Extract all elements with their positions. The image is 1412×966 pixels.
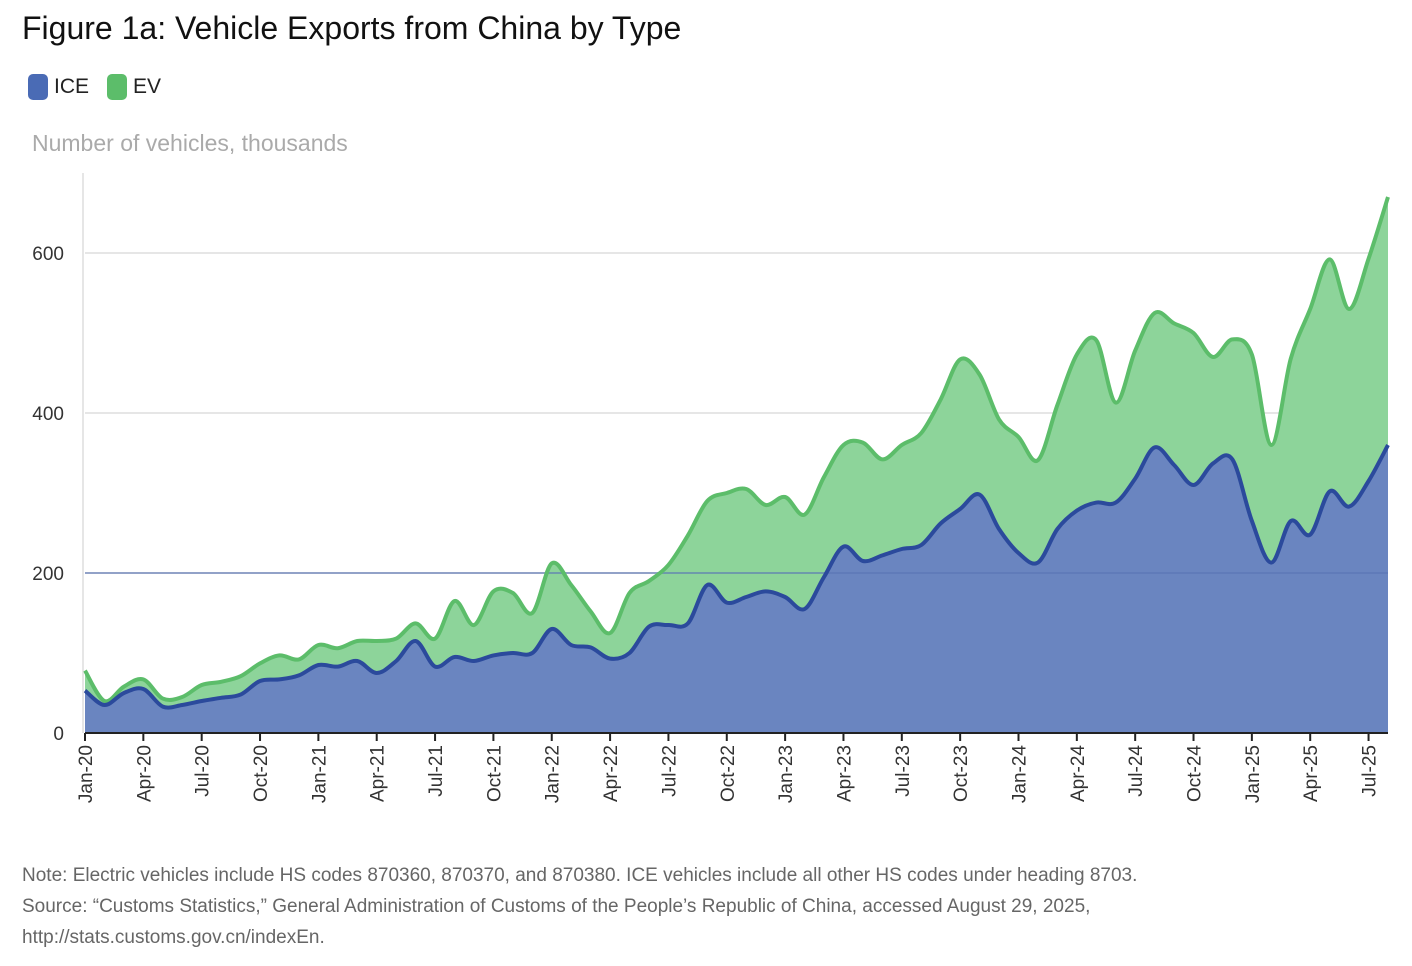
x-tick-label-Jan-24: Jan-24 [1009, 745, 1030, 804]
y-tick-label-400: 400 [32, 404, 64, 425]
legend-label-ice: ICE [54, 75, 90, 98]
ice-line [83, 444, 1390, 710]
ev-area [85, 197, 1388, 708]
legend-swatch-ev [107, 74, 128, 100]
x-tick-label-Apr-23: Apr-23 [834, 745, 855, 802]
x-tick-label-Jul-21: Jul-21 [426, 745, 447, 797]
x-tick-label-Jul-22: Jul-22 [659, 745, 680, 797]
ev-total-line [83, 196, 1390, 704]
legend-label-ev: EV [133, 75, 162, 98]
x-tick-label-Oct-20: Oct-20 [251, 745, 272, 802]
y-axis-unit-label: Number of vehicles, thousands [32, 130, 348, 156]
legend: ICE EV [28, 74, 179, 100]
y-tick-label-200: 200 [32, 564, 64, 585]
footer-source: Source: “Customs Statistics,” General Ad… [22, 896, 1091, 917]
x-tick-label-Jul-23: Jul-23 [893, 745, 914, 797]
footer-note: Note: Electric vehicles include HS codes… [22, 865, 1138, 886]
legend-item-ice: ICE [28, 74, 89, 100]
x-tick-label-Oct-23: Oct-23 [951, 745, 972, 802]
x-tick-label-Apr-22: Apr-22 [601, 745, 622, 802]
x-tick-label-Jan-23: Jan-23 [776, 745, 797, 803]
x-tick-label-Jan-20: Jan-20 [76, 745, 97, 803]
footer-notes: Note: Electric vehicles include HS codes… [22, 860, 1137, 953]
ice-area [85, 445, 1388, 733]
x-tick-label-Jan-25: Jan-25 [1243, 745, 1264, 803]
x-tick-label-Jul-24: Jul-24 [1126, 745, 1147, 797]
x-tick-label-Jul-25: Jul-25 [1360, 745, 1381, 797]
y-tick-label-600: 600 [32, 244, 64, 265]
footer-url: http://stats.customs.gov.cn/indexEn. [22, 927, 325, 948]
legend-swatch-ice [28, 74, 48, 100]
x-tick-label-Jan-22: Jan-22 [543, 745, 564, 803]
x-tick-label-Apr-21: Apr-21 [368, 745, 389, 802]
x-tick-label-Jan-21: Jan-21 [309, 745, 330, 803]
x-tick-label-Apr-25: Apr-25 [1301, 745, 1322, 802]
chart-title: Figure 1a: Vehicle Exports from China by… [22, 10, 682, 46]
x-tick-label-Jul-20: Jul-20 [193, 745, 214, 797]
x-tick-label-Apr-24: Apr-24 [1068, 745, 1089, 802]
x-tick-label-Oct-24: Oct-24 [1185, 745, 1206, 802]
x-tick-label-Oct-22: Oct-22 [718, 745, 739, 802]
x-tick-label-Apr-20: Apr-20 [134, 745, 155, 802]
y-tick-label-0: 0 [53, 724, 64, 745]
legend-item-ev: EV [107, 74, 161, 100]
stacked-area-chart: 0 200 400 600 Jan-20 Apr-20 Jul-20 Oct-20 Jan-21… [32, 173, 1390, 804]
x-tick-label-Oct-21: Oct-21 [484, 745, 505, 802]
